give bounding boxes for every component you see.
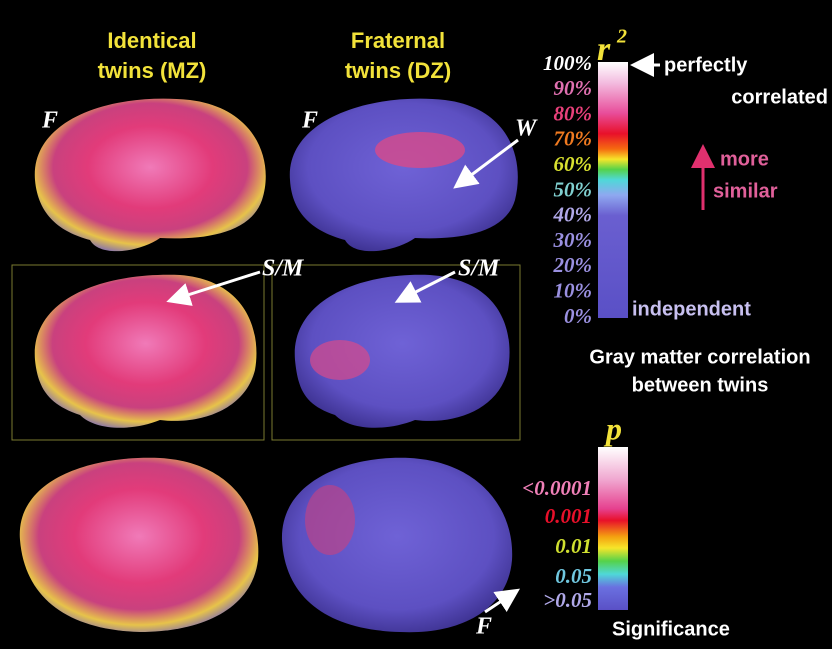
brain-label: S/M [458,256,501,282]
tick-label: 80% [554,101,593,125]
tick-label: 0.05 [555,564,592,588]
tick-label: 50% [554,177,593,201]
arrow [453,138,519,189]
brain [19,457,259,632]
r2-colorbar: r 2 100%90%80%70%60%50%40%30%20%10%0% pe… [543,26,828,397]
brain [34,98,266,252]
tick-label: 30% [553,228,593,252]
colorbar-superscript: 2 [616,26,627,48]
arrow [394,270,456,303]
brain-patch [305,485,355,555]
tick-label: 20% [553,253,593,277]
tick-label: 40% [553,203,593,227]
caption: between twins [632,374,769,396]
tick-label: 60% [554,152,593,176]
brain-label: W [515,116,538,142]
brain-label: F [475,614,492,640]
brain [294,274,510,428]
note: correlated [731,86,828,108]
headers: Identical twins (MZ) Fraternal twins (DZ… [98,28,452,83]
colorbar-symbol: r [597,31,611,68]
colorbar [598,447,628,610]
tick-label: 10% [554,279,593,303]
brain [34,274,257,428]
header-line: Fraternal [351,28,445,53]
brain-label: F [41,108,58,134]
tick-label: <0.0001 [522,476,592,500]
brain [289,98,518,252]
tick-label: 0% [564,304,592,328]
caption: Significance [612,618,730,640]
panel-frame [271,264,521,441]
caption: Gray matter correlation [589,346,810,368]
note: perfectly [664,54,748,76]
brain-label: S/M [262,256,305,282]
header-line: Identical [107,28,196,53]
brains [11,98,521,633]
brain-label: F [301,108,318,134]
colorbar-symbol: p [603,410,622,446]
tick-label: 70% [554,127,593,151]
arrow [166,270,261,306]
note: similar [713,180,778,202]
tick-labels: <0.0001 0.001 0.01 0.05>0.05 [522,476,592,612]
p-colorbar: p <0.0001 0.001 0.01 0.05>0.05 Significance [522,410,730,640]
brain-patch [310,340,370,380]
tick-label: 0.001 [545,504,592,528]
colorbar [598,62,628,318]
tick-label: 90% [554,76,593,100]
header-line: twins (MZ) [98,58,207,83]
tick-labels: 100%90%80%70%60%50%40%30%20%10%0% [543,51,592,328]
note: independent [632,298,751,320]
tick-label: 0.01 [555,534,592,558]
tick-label: >0.05 [543,588,592,612]
arrow [484,588,520,614]
panel-frame [11,264,265,441]
brain-labels: F F W S/M S/M F [41,108,538,640]
note: more [720,148,769,170]
tick-label: 100% [543,51,592,75]
header-line: twins (DZ) [345,58,451,83]
brain-patch [375,132,465,168]
